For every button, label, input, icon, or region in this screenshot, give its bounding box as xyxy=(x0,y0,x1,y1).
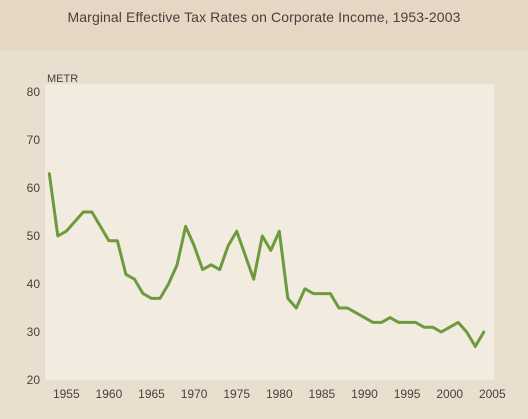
x-tick-label: 2005 xyxy=(479,387,506,401)
chart-title: Marginal Effective Tax Rates on Corporat… xyxy=(67,9,461,25)
y-axis-label: METR xyxy=(47,73,78,85)
x-tick-label: 1955 xyxy=(53,387,80,401)
y-tick-label: 40 xyxy=(27,277,41,291)
x-tick-label: 1965 xyxy=(138,387,165,401)
x-tick-label: 1990 xyxy=(351,387,378,401)
x-tick-label: 1970 xyxy=(181,387,208,401)
plot-area xyxy=(45,84,494,380)
x-tick-label: 1975 xyxy=(223,387,250,401)
x-tick-label: 1960 xyxy=(96,387,123,401)
y-tick-label: 60 xyxy=(27,181,41,195)
y-tick-label: 20 xyxy=(27,373,41,387)
y-tick-label: 70 xyxy=(27,133,41,147)
title-band: Marginal Effective Tax Rates on Corporat… xyxy=(0,0,528,50)
series-line-2 xyxy=(473,330,486,348)
x-tick-label: 1985 xyxy=(309,387,336,401)
series-line-1 xyxy=(47,172,477,348)
x-tick-label: 1995 xyxy=(394,387,421,401)
line-chart: METR 20 30 40 50 60 70 80 1955 1960 1965 1970 1975 19… xyxy=(27,73,506,401)
x-tick-label: 1980 xyxy=(266,387,293,401)
x-tick-label: 2000 xyxy=(436,387,463,401)
y-tick-label: 80 xyxy=(27,85,41,99)
y-tick-label: 30 xyxy=(27,325,41,339)
y-tick-label: 50 xyxy=(27,229,41,243)
